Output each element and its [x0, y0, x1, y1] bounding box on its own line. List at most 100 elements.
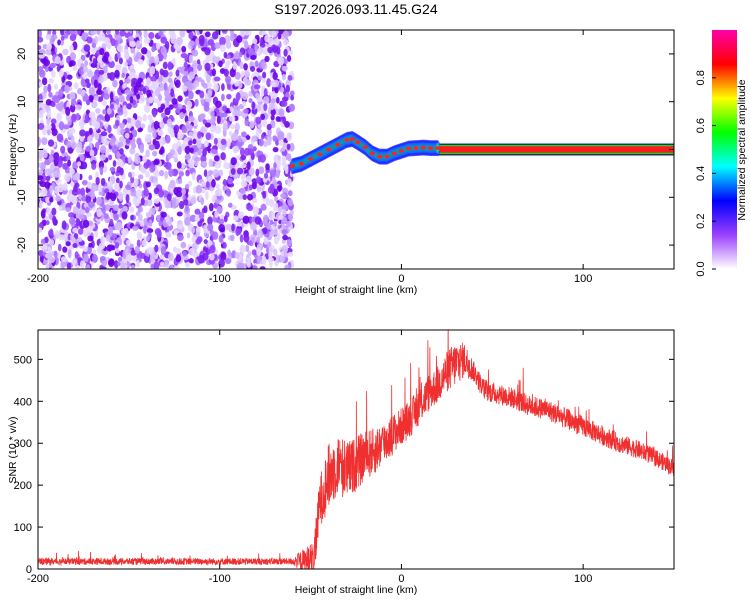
- noise-dot: [268, 250, 273, 260]
- noise-dot: [80, 90, 85, 97]
- noise-dot: [49, 239, 55, 246]
- spectrogram-y-tick-label: 20: [16, 48, 28, 60]
- noise-dot: [76, 161, 82, 167]
- noise-dot: [216, 115, 221, 125]
- noise-dot: [233, 215, 239, 222]
- noise-dot: [245, 244, 250, 253]
- noise-dot: [136, 231, 143, 240]
- noise-dot: [72, 161, 79, 171]
- noise-dot: [67, 249, 72, 259]
- noise-dot: [269, 219, 274, 226]
- noise-dot: [100, 177, 106, 186]
- noise-dot: [117, 106, 124, 116]
- noise-dot: [62, 48, 69, 56]
- noise-dot: [187, 90, 194, 100]
- noise-dot: [166, 193, 172, 202]
- noise-dot: [120, 262, 126, 269]
- noise-dot: [199, 90, 205, 99]
- noise-dot: [68, 193, 74, 202]
- noise-dot: [51, 34, 58, 40]
- noise-dot: [214, 198, 221, 204]
- noise-dot: [230, 157, 237, 166]
- noise-dot: [48, 91, 53, 98]
- noise-dot: [237, 221, 242, 227]
- noise-dot: [254, 43, 259, 53]
- noise-dot: [241, 180, 248, 188]
- noise-dot: [145, 171, 150, 178]
- noise-dot: [252, 206, 260, 215]
- noise-dot: [160, 211, 167, 218]
- noise-dot: [130, 142, 137, 150]
- noise-dot: [118, 95, 125, 103]
- noise-dot: [95, 107, 101, 114]
- noise-dot: [257, 155, 262, 163]
- noise-dot: [203, 140, 209, 148]
- noise-dot: [191, 172, 196, 181]
- noise-dot: [138, 174, 144, 180]
- noise-dot: [140, 47, 148, 55]
- noise-dot: [87, 135, 93, 143]
- spectrogram-y-tick-label: -20: [16, 237, 28, 253]
- noise-dot: [38, 109, 44, 119]
- noise-dot: [65, 155, 71, 161]
- noise-dot: [188, 161, 195, 169]
- noise-dot: [135, 52, 143, 59]
- noise-dot: [262, 71, 267, 79]
- noise-dot: [199, 113, 206, 119]
- noise-dot: [169, 179, 176, 188]
- noise-dot: [129, 71, 136, 78]
- noise-dot: [281, 100, 288, 107]
- noise-dot: [58, 121, 65, 131]
- noise-dot: [246, 256, 251, 263]
- noise-dot: [73, 184, 78, 193]
- noise-dot: [112, 204, 120, 211]
- noise-dot: [123, 228, 129, 236]
- noise-dot: [215, 183, 220, 190]
- noise-dot: [50, 101, 56, 108]
- noise-dot: [224, 258, 232, 264]
- noise-dot: [54, 56, 61, 65]
- noise-dot: [176, 161, 182, 169]
- colorbar-gradient: [712, 30, 737, 269]
- noise-dot: [143, 104, 151, 113]
- noise-dot: [53, 170, 60, 178]
- noise-dot: [213, 76, 221, 82]
- noise-dot: [122, 104, 127, 114]
- snr-y-axis: 0 100 200 300 400 500: [14, 354, 674, 576]
- noise-dot: [181, 187, 187, 195]
- noise-dot: [235, 228, 240, 236]
- noise-dot: [82, 73, 88, 80]
- noise-dot: [146, 228, 154, 234]
- noise-dot: [239, 61, 244, 70]
- noise-dot: [260, 113, 266, 121]
- noise-dot: [38, 59, 41, 66]
- noise-dot: [86, 70, 94, 78]
- noise-dot: [116, 151, 121, 160]
- noise-dot: [164, 199, 169, 205]
- noise-dot: [99, 256, 106, 261]
- noise-dot: [142, 87, 147, 95]
- noise-dot: [149, 164, 155, 173]
- noise-dot: [96, 89, 103, 96]
- noise-dot: [92, 185, 98, 192]
- noise-dot: [287, 190, 293, 197]
- noise-dot: [215, 100, 222, 109]
- noise-dot: [134, 155, 141, 165]
- noise-dot: [147, 114, 153, 120]
- noise-dot: [261, 255, 267, 265]
- noise-dot: [122, 187, 128, 196]
- carrier-peak: [317, 152, 323, 157]
- noise-dot: [148, 219, 153, 227]
- noise-dot: [149, 56, 156, 66]
- noise-dot: [145, 97, 150, 107]
- noise-dot: [198, 77, 203, 83]
- noise-dot: [38, 150, 44, 160]
- noise-dot: [88, 86, 95, 96]
- colorbar-tick-label: 0.8: [695, 70, 707, 85]
- carrier-peak: [391, 151, 397, 156]
- chart-title: S197.2026.093.11.45.G24: [274, 1, 437, 17]
- noise-dot: [234, 252, 240, 260]
- noise-dot: [45, 196, 51, 204]
- noise-dot: [276, 46, 281, 55]
- noise-dot: [160, 36, 168, 44]
